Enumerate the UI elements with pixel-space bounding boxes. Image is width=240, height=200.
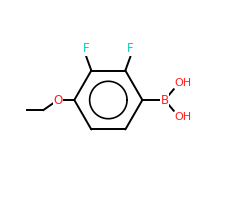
- Text: B: B: [161, 94, 169, 106]
- Text: F: F: [83, 42, 90, 55]
- Text: F: F: [127, 42, 134, 55]
- Text: OH: OH: [175, 78, 192, 88]
- Text: O: O: [53, 94, 62, 106]
- Text: OH: OH: [175, 112, 192, 122]
